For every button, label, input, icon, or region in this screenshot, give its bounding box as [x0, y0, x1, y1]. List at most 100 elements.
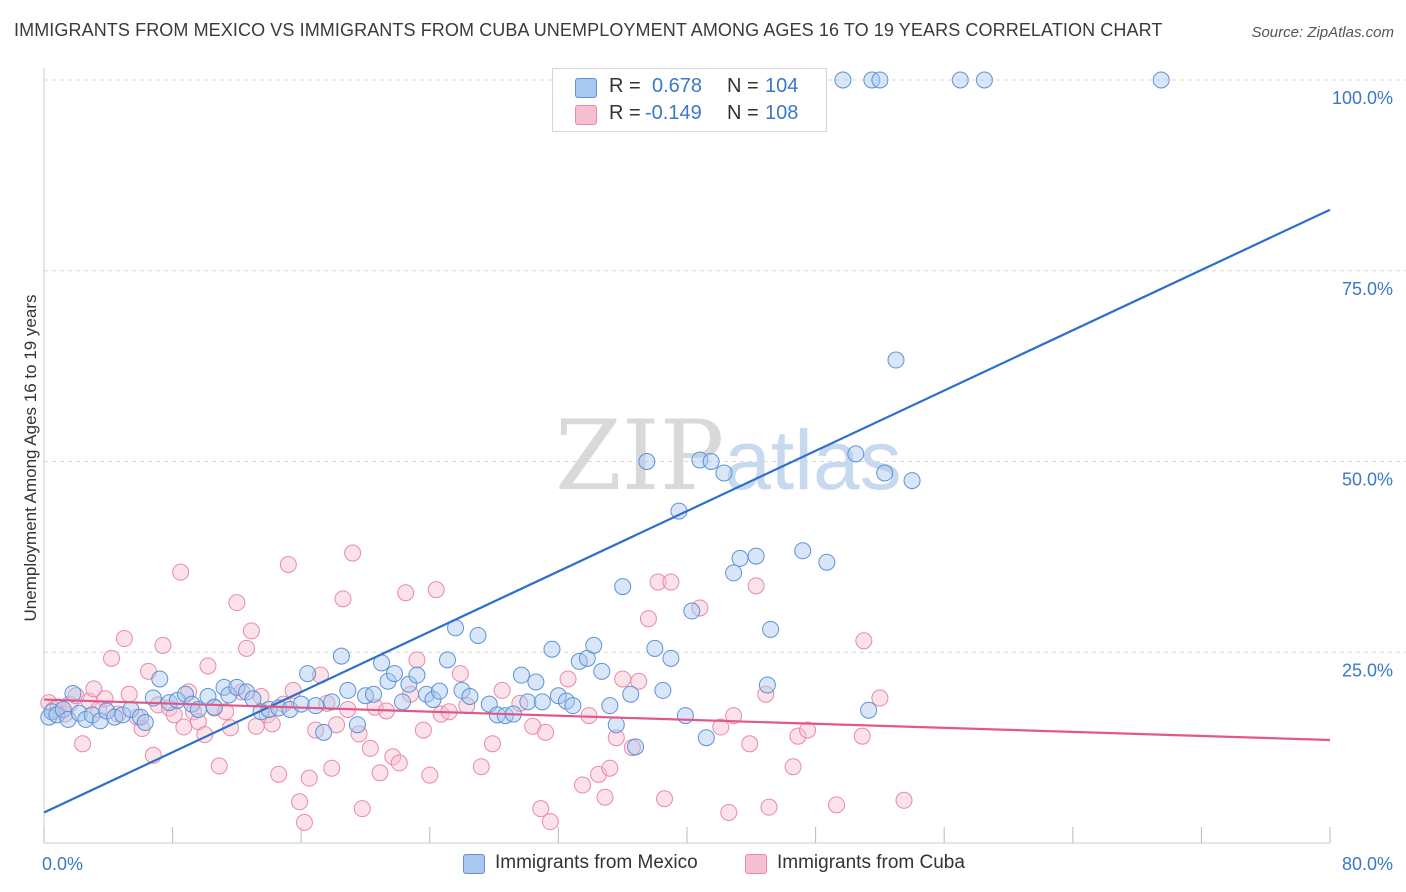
cuba-point	[712, 718, 730, 736]
trend-lines	[43, 208, 1331, 814]
mexico-point	[64, 684, 82, 702]
cuba-point	[760, 798, 778, 816]
cuba-point	[103, 649, 121, 667]
mexico-point	[607, 716, 625, 734]
n-value: 104	[765, 75, 799, 97]
mexico-point	[847, 445, 865, 463]
mexico-swatch	[463, 854, 485, 874]
cuba-point	[85, 680, 103, 698]
cuba-point	[238, 639, 256, 657]
mexico-point	[519, 693, 537, 711]
cuba-point	[451, 665, 469, 683]
cuba-point	[537, 723, 555, 741]
cuba-point	[725, 707, 743, 725]
cuba-point	[242, 622, 260, 640]
cuba-point	[784, 758, 802, 776]
mexico-swatch	[575, 78, 597, 98]
mexico-point	[683, 602, 701, 620]
cuba-point	[115, 630, 133, 648]
mexico-point	[676, 707, 694, 725]
x-tick-label: 0.0%	[42, 854, 83, 874]
cuba-point	[228, 594, 246, 612]
cuba-point	[384, 748, 402, 766]
cuba-point	[720, 803, 738, 821]
cuba-point	[559, 670, 577, 688]
cuba-point	[175, 718, 193, 736]
watermark: ZIPatlas	[555, 400, 902, 512]
mexico-point	[715, 464, 733, 482]
mexico-point	[136, 713, 154, 731]
cuba-swatch	[745, 854, 767, 874]
cuba-point	[414, 721, 432, 739]
mexico-point	[662, 649, 680, 667]
cuba-point	[639, 610, 657, 628]
cuba-point	[747, 577, 765, 595]
mexico-point	[975, 71, 993, 89]
mexico-point	[614, 578, 632, 596]
mexico-point	[512, 666, 530, 684]
mexico-point	[747, 547, 765, 565]
r-value: 0.678	[652, 75, 703, 97]
mexico-point	[348, 716, 366, 734]
mexico-point	[43, 703, 61, 721]
mexico-point	[151, 670, 169, 688]
cuba-point	[334, 590, 352, 608]
cuba-point	[300, 769, 318, 787]
mexico-point	[332, 647, 350, 665]
cuba-point	[408, 651, 426, 669]
watermark-atlas: atlas	[724, 413, 902, 507]
mexico-point	[951, 71, 969, 89]
cuba-point	[323, 759, 341, 777]
cuba-point	[855, 632, 873, 650]
mexico-point	[533, 693, 551, 711]
mexico-point	[593, 662, 611, 680]
cuba-point	[493, 681, 511, 699]
mexico-point	[131, 708, 149, 726]
mexico-point	[315, 723, 333, 741]
mexico-point	[527, 673, 545, 691]
cuba-point	[172, 563, 190, 581]
cuba-point	[270, 765, 288, 783]
mexico-point	[228, 678, 246, 696]
mexico-point	[725, 564, 743, 582]
legend-label-cuba: Immigrants from Cuba	[777, 852, 965, 873]
mexico-point	[393, 693, 411, 711]
cuba-point	[799, 721, 817, 739]
mexico-point	[585, 636, 603, 654]
mexico-point	[307, 697, 325, 715]
mexico-point	[292, 695, 310, 713]
mexico-point	[818, 553, 836, 571]
correlation-legend: R = 0.678 N = 104 R = -0.149 N = 108	[552, 68, 827, 132]
mexico-point	[438, 651, 456, 669]
cuba-point	[344, 544, 362, 562]
y-tick-label: 75.0%	[1342, 279, 1393, 299]
mexico-point	[564, 697, 582, 715]
mexico-point	[543, 640, 561, 658]
series-mexico-points	[40, 71, 1170, 756]
mexico-point	[461, 688, 479, 706]
mexico-point	[702, 453, 720, 470]
mexico-point	[601, 697, 619, 715]
cuba-point	[630, 672, 648, 690]
legend-label-mexico: Immigrants from Mexico	[495, 852, 698, 873]
mexico-point	[834, 71, 852, 89]
cuba-point	[74, 735, 92, 753]
mexico-point	[323, 693, 341, 711]
cuba-point	[662, 573, 680, 591]
cuba-point	[390, 754, 408, 772]
cuba-point	[291, 793, 309, 811]
cuba-point	[96, 690, 114, 708]
source-label: Source: ZipAtlas.com	[1251, 24, 1394, 41]
chart-title: IMMIGRANTS FROM MEXICO VS IMMIGRANTS FRO…	[14, 20, 1163, 40]
n-value: 108	[765, 102, 799, 124]
mexico-point	[54, 700, 72, 718]
series-legend: Immigrants from Mexico Immigrants from C…	[0, 852, 1406, 878]
mexico-point	[860, 701, 878, 719]
cuba-point	[574, 776, 592, 794]
mexico-point	[339, 681, 357, 699]
n-label: N =	[727, 102, 759, 124]
cuba-point	[827, 796, 845, 814]
mexico-trend-line	[43, 208, 1331, 814]
mexico-point	[424, 691, 442, 709]
